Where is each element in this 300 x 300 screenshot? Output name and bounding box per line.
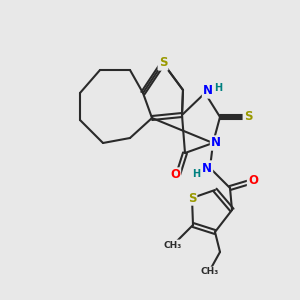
Text: H: H <box>214 83 222 93</box>
Text: S: S <box>244 110 252 124</box>
Text: N: N <box>211 136 221 149</box>
Text: N: N <box>203 85 213 98</box>
Text: O: O <box>170 169 180 182</box>
Text: S: S <box>188 191 196 205</box>
Text: O: O <box>248 173 258 187</box>
Text: S: S <box>159 56 167 70</box>
Text: N: N <box>202 161 212 175</box>
Text: CH₃: CH₃ <box>164 241 182 250</box>
Text: CH₃: CH₃ <box>201 268 219 277</box>
Text: H: H <box>192 169 200 179</box>
